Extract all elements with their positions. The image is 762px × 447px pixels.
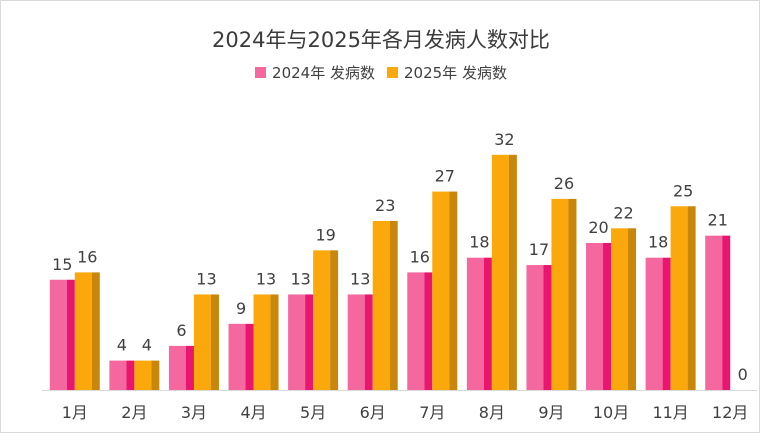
- bar-2024-9: [526, 265, 544, 390]
- data-label-2024-4: 9: [236, 299, 246, 318]
- bar-2024-12: [705, 235, 723, 390]
- bar-2025-8: [491, 154, 509, 390]
- bar-shade-2025-6: [389, 220, 398, 390]
- bar-2024-8: [466, 257, 484, 390]
- bar-shade-2024-7: [424, 272, 433, 390]
- bar-2024-11: [645, 257, 663, 390]
- data-label-2024-5: 13: [290, 269, 310, 288]
- data-label-2025-6: 23: [375, 196, 395, 215]
- bar-2024-10: [586, 243, 604, 390]
- bar-shade-2025-8: [508, 154, 517, 390]
- bar-shade-2024-1: [66, 279, 75, 390]
- data-label-2024-12: 21: [708, 211, 728, 230]
- bar-shade-2024-4: [245, 323, 254, 390]
- bar-shade-2025-4: [270, 294, 279, 390]
- data-label-2025-5: 19: [315, 225, 335, 244]
- data-label-2024-2: 4: [117, 336, 127, 355]
- x-tick-label-12: 12月: [712, 403, 748, 422]
- bar-2024-6: [347, 294, 365, 390]
- legend-item-2025: 2025年 发病数: [387, 62, 507, 83]
- bar-2025-2: [134, 360, 152, 390]
- legend-label-2025: 2025年 发病数: [404, 64, 507, 82]
- bar-shade-2025-5: [330, 250, 339, 390]
- x-tick-label-1: 1月: [62, 403, 88, 422]
- bar-2025-4: [253, 294, 271, 390]
- bar-2025-5: [313, 250, 331, 390]
- bar-shade-2024-11: [662, 257, 671, 390]
- legend-swatch-2025: [387, 67, 398, 78]
- bar-2025-11: [670, 206, 688, 390]
- x-tick-label-5: 5月: [300, 403, 326, 422]
- bar-shade-2025-1: [91, 272, 100, 390]
- bar-2025-10: [611, 228, 629, 390]
- data-label-2024-11: 18: [648, 233, 668, 252]
- data-label-2025-9: 26: [554, 174, 574, 193]
- data-label-2025-4: 13: [256, 269, 276, 288]
- bar-shade-2024-5: [305, 294, 314, 390]
- data-label-2025-8: 32: [494, 130, 514, 149]
- bar-shade-2024-2: [126, 360, 135, 390]
- bar-shade-2025-10: [628, 228, 637, 390]
- data-label-2024-7: 16: [410, 247, 430, 266]
- data-label-2025-7: 27: [435, 167, 455, 186]
- bar-shade-2025-11: [687, 206, 696, 390]
- bar-shade-2024-9: [543, 265, 552, 390]
- bar-2024-3: [168, 345, 186, 390]
- bar-2025-3: [193, 294, 211, 390]
- bar-shade-2025-7: [449, 191, 458, 390]
- bar-shade-2024-10: [603, 243, 612, 390]
- bar-shade-2024-8: [483, 257, 492, 390]
- bar-shade-2024-12: [722, 235, 731, 390]
- data-label-2024-8: 18: [469, 233, 489, 252]
- bar-2024-1: [49, 279, 67, 390]
- bar-shade-2025-2: [151, 360, 160, 390]
- bar-2024-7: [407, 272, 425, 390]
- x-tick-label-8: 8月: [479, 403, 505, 422]
- data-label-2025-12: 0: [738, 365, 748, 384]
- bar-shade-2024-6: [364, 294, 373, 390]
- x-tick-label-3: 3月: [181, 403, 207, 422]
- data-label-2025-3: 13: [196, 269, 216, 288]
- data-label-2024-10: 20: [588, 218, 608, 237]
- bar-shade-2025-9: [568, 198, 577, 390]
- legend-label-2024: 2024年 发病数: [272, 64, 375, 82]
- data-label-2025-11: 25: [673, 181, 693, 200]
- data-label-2025-1: 16: [77, 247, 97, 266]
- x-tick-label-6: 6月: [360, 403, 386, 422]
- x-tick-label-7: 7月: [419, 403, 445, 422]
- legend-swatch-2024: [255, 67, 267, 78]
- data-label-2024-6: 13: [350, 269, 370, 288]
- bar-shade-2025-3: [210, 294, 219, 390]
- bar-2024-4: [228, 323, 246, 390]
- x-tick-label-4: 4月: [240, 403, 266, 422]
- data-label-2025-2: 4: [142, 336, 152, 355]
- bar-2025-6: [372, 220, 390, 390]
- x-tick-label-10: 10月: [593, 403, 629, 422]
- x-tick-label-11: 11月: [652, 403, 688, 422]
- chart-title: 2024年与2025年各月发病人数对比: [212, 28, 550, 52]
- x-tick-label-9: 9月: [538, 403, 564, 422]
- bar-2025-1: [74, 272, 92, 390]
- bar-2024-5: [288, 294, 306, 390]
- data-label-2025-10: 22: [613, 203, 633, 222]
- bar-shade-2024-3: [185, 345, 194, 390]
- data-label-2024-9: 17: [529, 240, 549, 259]
- data-label-2024-1: 15: [52, 255, 72, 274]
- x-tick-label-2: 2月: [121, 403, 147, 422]
- legend-item-2024: 2024年 发病数: [255, 62, 375, 83]
- legend: 2024年 发病数 2025年 发病数: [0, 62, 762, 83]
- data-label-2024-3: 6: [176, 321, 186, 340]
- bar-2024-2: [109, 360, 127, 390]
- bar-2025-7: [432, 191, 450, 390]
- bar-2025-9: [551, 198, 569, 390]
